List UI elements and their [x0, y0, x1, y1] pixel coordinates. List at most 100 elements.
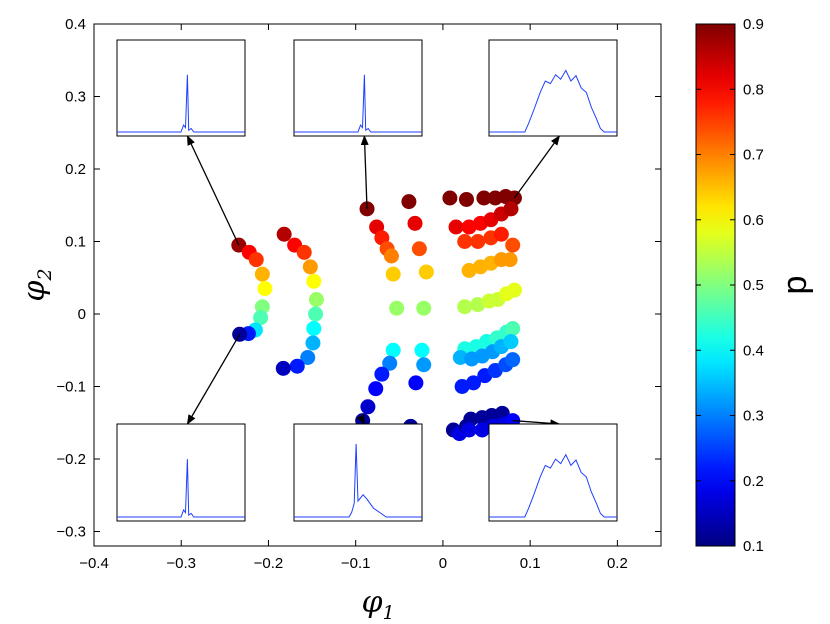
colorbar-tick-label: 0.7: [743, 147, 764, 164]
data-point: [411, 241, 427, 257]
data-point: [302, 259, 318, 275]
data-point: [306, 273, 322, 289]
colorbar-label: p: [776, 276, 814, 295]
data-point: [300, 350, 316, 365]
colorbar-tick-label: 0.6: [743, 212, 764, 229]
arrows-layer: [186, 135, 561, 428]
data-point: [505, 237, 521, 253]
data-point: [306, 321, 322, 336]
data-point: [493, 226, 509, 242]
data-point: [254, 266, 270, 282]
inset-top-left: [116, 39, 246, 137]
colorbar-tick-label: 0.8: [743, 81, 764, 98]
inset-arrow: [512, 419, 561, 428]
colorbar-tick-label: 0.1: [743, 538, 764, 555]
inset-frame: [293, 423, 423, 522]
data-point: [401, 194, 417, 210]
data-point: [416, 357, 432, 373]
inset-top-middle: [293, 39, 423, 137]
x-tick-label: −0.1: [341, 555, 371, 572]
data-point: [374, 366, 390, 382]
data-point: [502, 252, 518, 268]
inset-frame: [488, 423, 618, 522]
inset-distribution-curve: [117, 74, 245, 133]
x-tick-label: 0.1: [520, 555, 541, 572]
y-axis-label: φ2: [17, 268, 56, 301]
data-point: [382, 355, 398, 371]
y-tick-label: −0.2: [56, 451, 86, 468]
data-point: [407, 215, 423, 231]
x-tick-label: −0.3: [166, 555, 196, 572]
x-tick-label: −0.2: [254, 555, 284, 572]
data-point: [442, 190, 458, 206]
x-axis-label-base: φ: [361, 585, 382, 620]
data-point: [257, 281, 273, 297]
data-point: [289, 358, 305, 374]
y-axis: −0.3 −0.2 −0.1 0 0.1 0.2 0.3 0.4: [56, 16, 661, 541]
colorbar-ticks: 0.1 0.2 0.3 0.4 0.5 0.6 0.7 0.8 0.9: [696, 16, 764, 555]
inset-bottom-left: [116, 423, 246, 522]
y-tick-label: −0.3: [56, 524, 86, 541]
inset-arrow: [356, 414, 365, 425]
colorbar-tick-label: 0.4: [743, 342, 764, 359]
y-tick-label: 0.4: [65, 16, 86, 33]
data-point: [458, 191, 474, 207]
points-layer: [231, 189, 522, 442]
data-point: [408, 375, 424, 391]
inset-frame: [488, 39, 618, 137]
x-axis: −0.4 −0.3 −0.2 −0.1 0 0.1 0.2: [79, 24, 628, 572]
data-point: [308, 306, 324, 322]
y-tick-label: 0.2: [65, 161, 86, 178]
x-tick-label: 0.2: [607, 555, 628, 572]
colorbar-tick-label: 0.2: [743, 473, 764, 490]
data-point: [414, 342, 430, 358]
y-tick-label: 0.1: [65, 234, 86, 251]
y-axis-label-base: φ: [17, 281, 52, 302]
data-point: [457, 234, 473, 249]
insets-layer: [116, 39, 618, 522]
inset-distribution-curve: [489, 69, 617, 133]
data-point: [494, 405, 510, 421]
data-point: [461, 263, 477, 278]
data-point: [416, 300, 432, 316]
y-axis-label-sub: 2: [34, 268, 56, 281]
colorbar-tick-label: 0.5: [743, 277, 764, 294]
inset-top-right: [488, 39, 618, 137]
data-point: [503, 201, 519, 217]
data-point: [470, 234, 486, 249]
data-point: [308, 292, 324, 307]
inset-arrow: [360, 135, 369, 209]
x-axis-label-sub: 1: [382, 602, 394, 624]
x-tick-label: −0.4: [79, 555, 109, 572]
inset-distribution-curve: [294, 443, 422, 518]
data-point: [465, 375, 481, 391]
data-point: [368, 381, 384, 397]
inset-bottom-middle: [293, 423, 423, 522]
y-tick-label: 0.3: [65, 89, 86, 106]
data-point: [305, 335, 321, 351]
inset-distribution-curve: [489, 453, 617, 518]
data-point: [385, 266, 401, 282]
data-point: [503, 334, 519, 350]
data-point: [470, 297, 486, 313]
y-tick-label: −0.1: [56, 379, 86, 396]
inset-arrow: [186, 135, 240, 246]
data-point: [418, 264, 434, 280]
data-point: [457, 299, 473, 315]
colorbar-tick-label: 0.3: [743, 408, 764, 425]
inset-distribution-curve: [294, 74, 422, 133]
y-tick-label: 0: [78, 306, 86, 323]
data-point: [248, 252, 264, 268]
data-point: [452, 350, 468, 365]
data-point: [275, 360, 291, 376]
inset-distribution-curve: [117, 459, 245, 518]
data-point: [461, 422, 477, 438]
data-point: [461, 219, 477, 235]
data-point: [454, 379, 470, 394]
data-point: [253, 310, 269, 326]
x-tick-label: 0: [439, 555, 447, 572]
inset-frame: [116, 39, 246, 137]
data-point: [505, 352, 521, 368]
data-point: [448, 219, 464, 235]
data-point: [476, 190, 492, 206]
